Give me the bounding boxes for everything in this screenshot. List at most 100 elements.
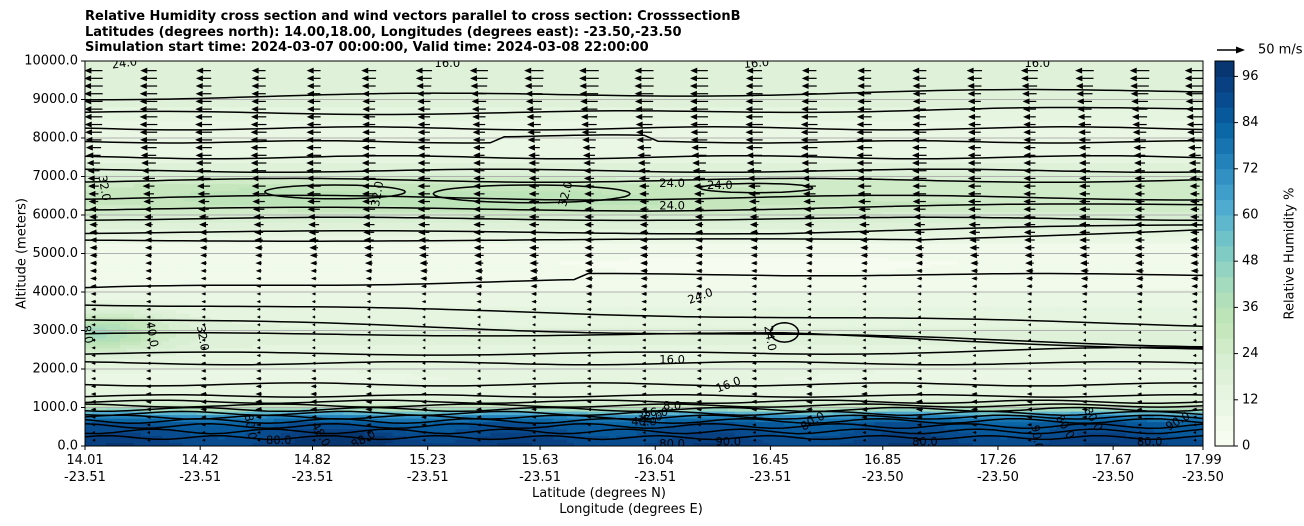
humidity-cell <box>1084 418 1092 423</box>
humidity-cell <box>804 442 813 446</box>
humidity-cell <box>944 369 953 374</box>
humidity-cell <box>518 425 526 430</box>
humidity-cell <box>776 386 785 391</box>
humidity-cell <box>755 386 764 391</box>
humidity-cell <box>441 383 449 388</box>
humidity-cell <box>189 397 198 402</box>
humidity-cell <box>993 407 1001 412</box>
humidity-cell <box>385 379 394 384</box>
humidity-cell <box>112 442 121 446</box>
humidity-cell <box>1084 442 1092 446</box>
humidity-cell <box>154 379 163 384</box>
humidity-cell <box>644 400 652 405</box>
humidity-cell <box>776 414 785 419</box>
humidity-cell <box>427 404 435 409</box>
humidity-cell <box>98 334 107 339</box>
humidity-cell <box>895 355 904 360</box>
humidity-cell <box>133 383 142 388</box>
humidity-cell <box>105 337 114 342</box>
humidity-cell <box>776 372 785 377</box>
humidity-cell <box>986 365 994 370</box>
humidity-cell <box>1182 355 1190 360</box>
humidity-cell <box>699 404 708 409</box>
humidity-cell <box>1154 439 1162 444</box>
humidity-cell <box>1028 379 1036 384</box>
humidity-cell <box>762 341 771 346</box>
humidity-cell <box>644 397 652 402</box>
humidity-cell <box>888 390 897 395</box>
humidity-cell <box>902 428 911 433</box>
humidity-cell <box>1007 355 1015 360</box>
humidity-cell <box>790 372 799 377</box>
humidity-cell <box>1091 393 1099 398</box>
humidity-cell <box>790 397 799 402</box>
humidity-cell <box>727 369 736 374</box>
humidity-cell <box>133 379 142 384</box>
humidity-cell <box>741 344 750 349</box>
humidity-cell <box>623 421 631 426</box>
humidity-cell <box>1021 372 1029 377</box>
humidity-cell <box>706 425 715 430</box>
humidity-cell <box>259 372 268 377</box>
humidity-cell <box>98 376 107 381</box>
humidity-cell <box>357 386 366 391</box>
humidity-cell <box>532 344 540 349</box>
humidity-cell <box>1042 355 1050 360</box>
humidity-cell <box>867 344 876 349</box>
humidity-cell <box>238 432 247 437</box>
humidity-cell <box>993 442 1001 446</box>
humidity-cell <box>434 407 442 412</box>
humidity-cell <box>469 386 477 391</box>
humidity-cell <box>1133 411 1141 416</box>
humidity-cell <box>245 386 254 391</box>
humidity-cell <box>888 435 897 440</box>
humidity-cell <box>581 442 589 446</box>
humidity-cell <box>1028 355 1036 360</box>
humidity-cell <box>888 358 897 363</box>
humidity-cell <box>706 351 715 356</box>
humidity-cell <box>797 348 806 353</box>
humidity-cell <box>1042 351 1050 356</box>
humidity-cell <box>203 344 212 349</box>
humidity-cell <box>811 372 820 377</box>
humidity-cell <box>308 425 317 430</box>
humidity-cell <box>811 393 820 398</box>
humidity-cell <box>1189 432 1197 437</box>
humidity-cell <box>588 418 596 423</box>
humidity-cell <box>902 425 911 430</box>
humidity-cell <box>273 365 282 370</box>
humidity-cell <box>748 379 757 384</box>
humidity-cell <box>91 358 100 363</box>
humidity-cell <box>1021 376 1029 381</box>
humidity-cell <box>692 379 701 384</box>
humidity-cell <box>609 379 617 384</box>
humidity-cell <box>1084 397 1092 402</box>
humidity-cell <box>448 425 456 430</box>
humidity-cell <box>378 362 387 367</box>
humidity-cell <box>602 390 610 395</box>
humidity-cell <box>623 404 631 409</box>
humidity-cell <box>930 418 939 423</box>
humidity-cell <box>154 383 163 388</box>
humidity-cell <box>469 337 477 342</box>
humidity-cell <box>972 341 980 346</box>
humidity-cell <box>923 341 932 346</box>
humidity-cell <box>609 344 617 349</box>
humidity-cell <box>609 432 617 437</box>
humidity-cell <box>350 425 359 430</box>
humidity-cell <box>979 439 987 444</box>
humidity-cell <box>182 334 191 339</box>
humidity-cell <box>902 355 911 360</box>
humidity-cell <box>832 393 841 398</box>
humidity-cell <box>357 372 366 377</box>
humidity-cell <box>315 390 324 395</box>
humidity-cell <box>448 439 456 444</box>
humidity-cell <box>1056 400 1064 405</box>
humidity-cell <box>175 404 184 409</box>
humidity-cell <box>881 348 890 353</box>
humidity-cell <box>602 379 610 384</box>
humidity-cell <box>273 369 282 374</box>
humidity-cell <box>616 383 624 388</box>
humidity-cell <box>1140 351 1148 356</box>
humidity-cell <box>399 414 408 419</box>
